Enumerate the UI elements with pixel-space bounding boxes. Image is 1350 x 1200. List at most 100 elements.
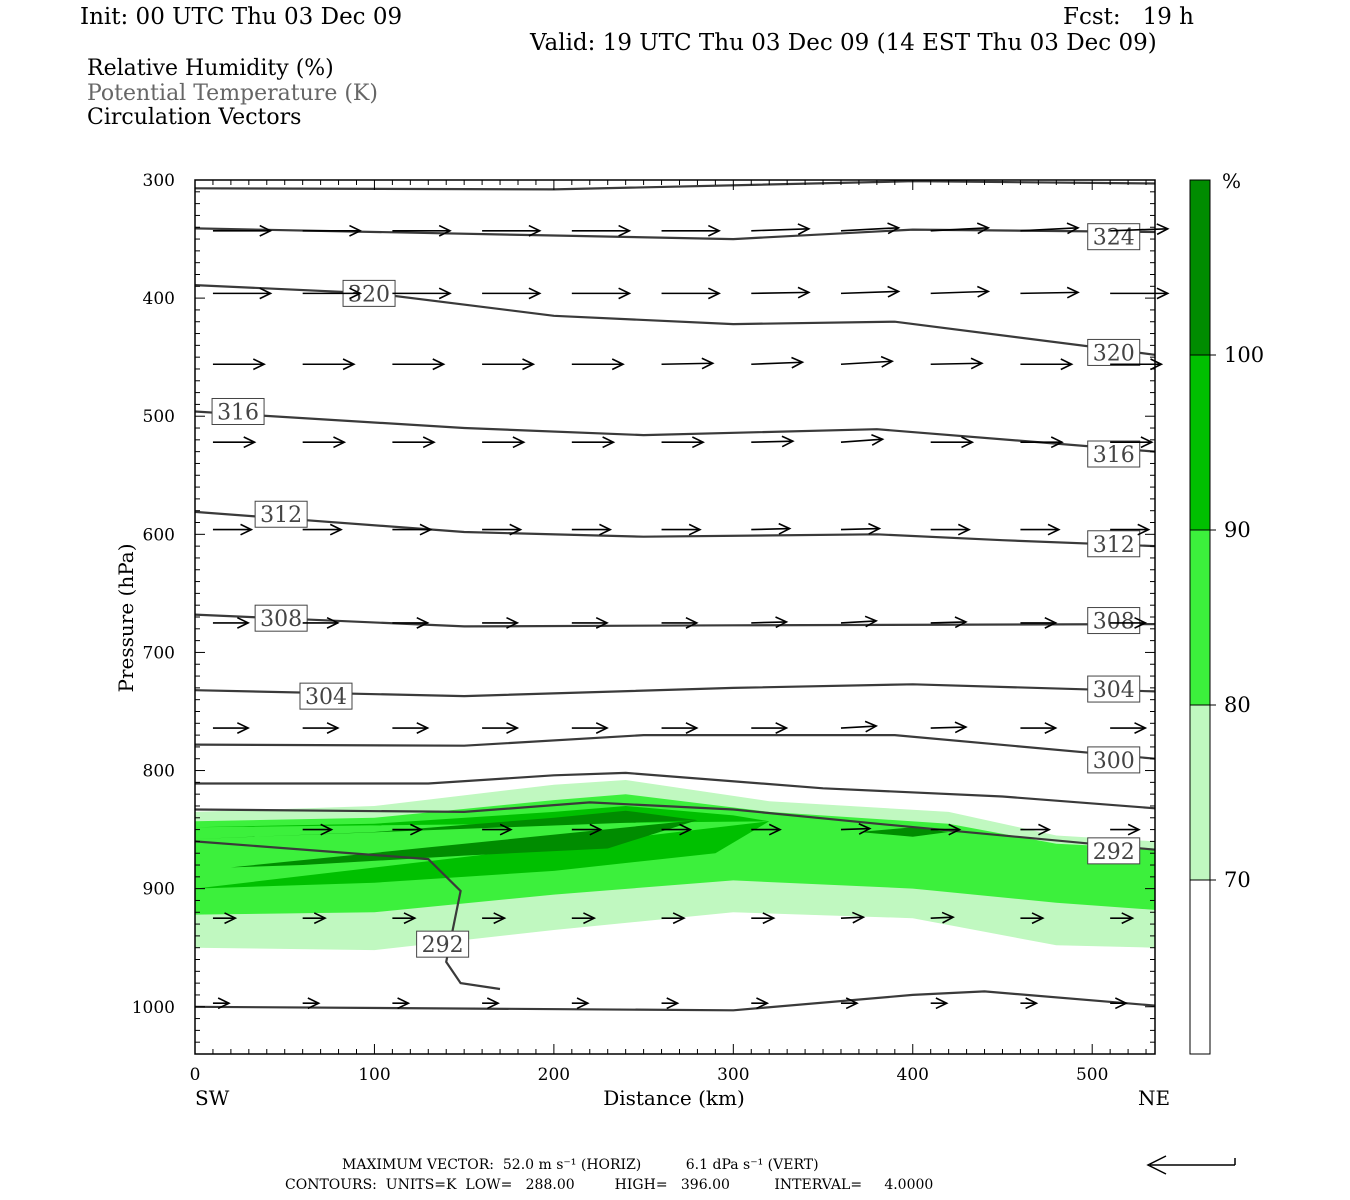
theta-contour-line xyxy=(194,410,1156,453)
circulation-vector xyxy=(1110,823,1141,836)
vector-head xyxy=(781,435,795,448)
circulation-vector xyxy=(751,997,770,1010)
y-tick-label: 700 xyxy=(143,643,175,663)
circulation-vector xyxy=(482,436,526,449)
circulation-vector xyxy=(751,286,811,299)
vector-head xyxy=(864,615,879,628)
colorbar-segment xyxy=(1190,180,1210,355)
circulation-vector xyxy=(302,436,347,449)
x-tick-label: 100 xyxy=(358,1065,390,1085)
vector-head xyxy=(1140,436,1154,449)
vector-head xyxy=(935,997,949,1010)
vector-head xyxy=(797,286,811,299)
circulation-vector xyxy=(302,997,321,1010)
theta-contour-label: 312 xyxy=(260,503,302,528)
vector-head xyxy=(957,523,971,536)
legend-relative-humidity: Relative Humidity (%) xyxy=(87,56,334,81)
vector-shaft xyxy=(661,362,713,366)
rh-region-100-patch xyxy=(858,827,949,837)
circulation-vector xyxy=(930,357,984,370)
y-axis-label: Pressure (hPa) xyxy=(114,544,138,693)
vector-shaft xyxy=(930,726,966,729)
vector-head xyxy=(868,522,882,535)
circulation-vector xyxy=(482,287,542,300)
vector-shaft xyxy=(930,621,966,624)
circulation-vector xyxy=(661,523,702,536)
circulation-vector xyxy=(392,436,436,449)
vector-head xyxy=(1156,223,1170,236)
vector-head xyxy=(961,436,975,449)
circulation-vector xyxy=(661,287,721,300)
vector-head xyxy=(326,616,340,629)
theta-contour-line xyxy=(194,683,1156,698)
vector-head xyxy=(1066,222,1080,235)
vector-head xyxy=(506,722,520,734)
y-tick-label: 800 xyxy=(143,762,175,782)
x-tick-label: 500 xyxy=(1076,1065,1108,1085)
vector-head xyxy=(954,721,968,734)
vector-head xyxy=(852,911,866,924)
vector-head xyxy=(326,722,340,734)
circulation-vector xyxy=(571,224,632,237)
vector-head xyxy=(887,222,901,235)
vector-head xyxy=(329,523,343,536)
circulation-vector xyxy=(392,616,430,629)
circulation-vector xyxy=(661,616,699,629)
vector-head xyxy=(666,997,680,1010)
x-axis-left-label: SW xyxy=(195,1086,230,1110)
vector-head xyxy=(589,823,603,836)
vector-head xyxy=(576,997,590,1010)
theta-contour-line xyxy=(195,771,1156,810)
vector-head xyxy=(845,997,859,1010)
theta-label-box xyxy=(1087,607,1141,635)
circulation-vector xyxy=(482,358,536,371)
vector-head xyxy=(887,285,901,298)
circulation-vector xyxy=(392,722,430,734)
vector-shaft xyxy=(840,725,877,729)
theta-label-box xyxy=(211,397,265,425)
circulation-vector xyxy=(661,997,680,1010)
circulation-vector xyxy=(930,523,971,536)
vector-head xyxy=(595,722,609,734)
circulation-vector xyxy=(1110,436,1154,449)
circulation-vector xyxy=(840,720,879,733)
forecast-hour: Fcst: 19 h xyxy=(1063,4,1194,30)
circulation-vector xyxy=(392,997,411,1010)
circulation-vector xyxy=(482,823,513,836)
vector-head xyxy=(778,522,792,535)
circulation-vector xyxy=(1020,222,1080,235)
vector-head xyxy=(509,523,523,536)
circulation-vector xyxy=(930,911,955,924)
vector-head xyxy=(528,224,542,237)
circulation-vector xyxy=(212,358,266,371)
valid-time: Valid: 19 UTC Thu 03 Dec 09 (14 EST Thu … xyxy=(530,30,1157,56)
vector-head xyxy=(1031,912,1045,925)
theta-contour-label: 316 xyxy=(217,400,259,425)
circulation-vector xyxy=(1020,997,1039,1010)
vector-head xyxy=(403,912,417,925)
circulation-vector xyxy=(482,997,500,1010)
vector-shaft xyxy=(840,916,864,919)
theta-contour-label: 292 xyxy=(422,933,464,958)
theta-contour-line xyxy=(194,613,1156,628)
vector-head xyxy=(252,358,266,371)
vector-head xyxy=(493,912,507,925)
vector-shaft xyxy=(930,226,989,232)
vector-shaft xyxy=(840,226,899,232)
y-tick-label: 400 xyxy=(143,289,175,309)
vector-head xyxy=(259,224,273,237)
vector-shaft xyxy=(930,916,954,919)
vector-shaft xyxy=(930,362,982,366)
vector-head xyxy=(320,823,334,836)
contour-info-text: CONTOURS: UNITS=K LOW= 288.00 HIGH= 396.… xyxy=(285,1177,934,1193)
reference-vector xyxy=(1146,1155,1236,1175)
theta-label-box xyxy=(254,604,308,632)
circulation-vector xyxy=(751,616,789,629)
vector-head xyxy=(602,436,616,449)
vector-head xyxy=(243,436,257,449)
circulation-vector xyxy=(392,358,446,371)
circulation-vector xyxy=(571,823,603,836)
vector-head xyxy=(259,287,273,300)
